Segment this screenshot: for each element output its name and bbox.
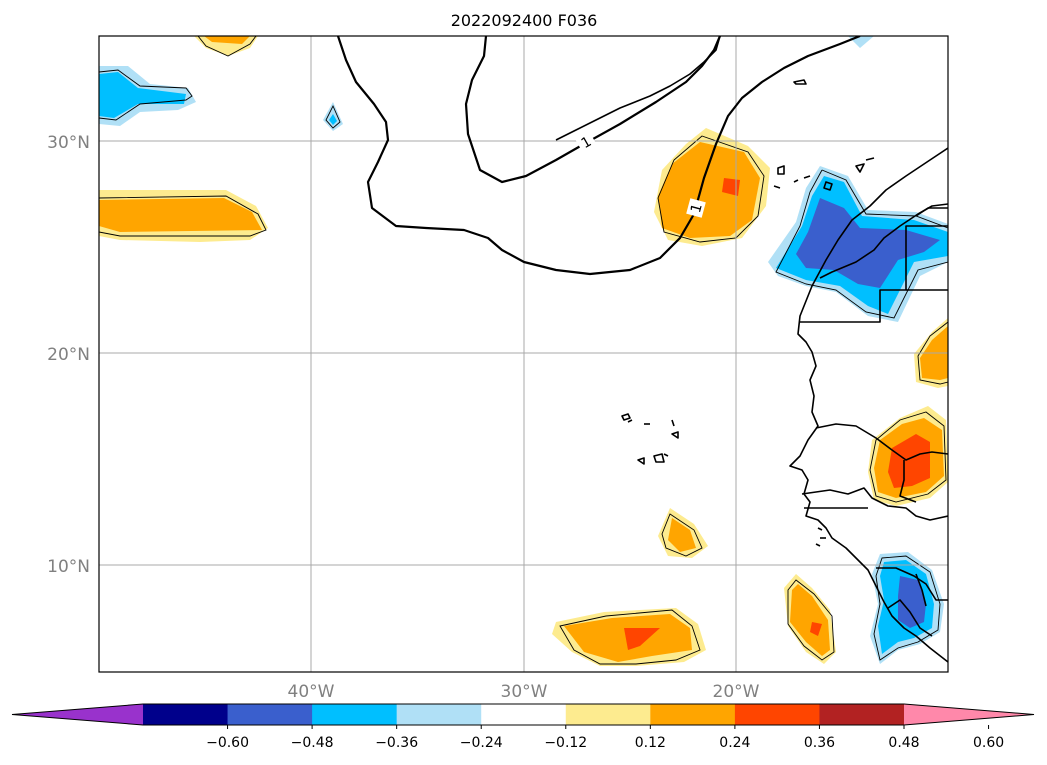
cape-verde-island (637, 457, 645, 465)
isoline-labels: 1 1 (575, 131, 706, 218)
positive-anomaly-region (810, 622, 822, 636)
negative-anomaly-region (329, 114, 337, 125)
longitude-label: 20°W (713, 682, 760, 702)
colorbar-segment (565, 704, 651, 725)
latitude-label: 30°N (47, 133, 90, 153)
latitude-labels: 30°N 20°N 10°N (47, 133, 90, 577)
isoline-label: 1 (688, 202, 706, 215)
isoline (464, 36, 722, 184)
colorbar-tick-label: −0.60 (206, 735, 249, 751)
longitude-label: 40°W (288, 682, 335, 702)
country-border (899, 460, 917, 503)
africa-coastline (789, 147, 948, 663)
negative-anomaly-region (99, 72, 186, 118)
country-border (800, 225, 948, 323)
canary-island (855, 163, 865, 173)
country-border (887, 599, 933, 637)
cape-verde-island (671, 419, 675, 427)
canary-island (777, 165, 785, 175)
colorbar-segment (481, 704, 567, 725)
cape-verde-island (627, 419, 633, 423)
canary-island (803, 175, 811, 179)
longitude-labels: 40°W 30°W 20°W (288, 682, 760, 702)
colorbar-segment (396, 704, 482, 725)
colorbar-segment (227, 704, 313, 725)
coastlines (555, 36, 948, 663)
cape-verde-island (663, 453, 669, 457)
map-frame (98, 35, 949, 673)
colorbar-segment (312, 704, 398, 725)
map-title: 2022092400 F036 (451, 11, 598, 30)
positive-anomaly-region (99, 198, 262, 232)
positive-anomaly-region (204, 36, 250, 44)
canary-island (793, 179, 799, 183)
positive-anomaly-region (668, 518, 696, 552)
colorbar-extend-low (12, 704, 143, 725)
negative-anomaly-region (898, 576, 926, 628)
colorbar-segment (650, 704, 736, 725)
positive-anomaly-region (790, 584, 830, 656)
colorbar-tick-label: −0.36 (375, 735, 418, 751)
cape-verde-island (671, 431, 679, 439)
coastal-island (817, 527, 823, 531)
colorbar-tick-label: −0.48 (291, 735, 334, 751)
colorbar-ticks: −0.60 −0.48 −0.36 −0.24 −0.12 0.12 0.24 0.36 0.4… (206, 725, 1004, 751)
canary-island (823, 181, 833, 191)
colorbar-extend-high (904, 704, 1034, 725)
coastal-island (815, 543, 821, 547)
colorbar-tick-label: 0.12 (635, 735, 666, 751)
longitude-label: 30°W (501, 682, 548, 702)
country-border (876, 567, 948, 601)
latitude-label: 20°N (47, 345, 90, 365)
country-border (801, 487, 948, 521)
isoline (336, 36, 861, 276)
colorbar-tick-label: 0.48 (888, 735, 919, 751)
negative-anomaly-region (796, 198, 940, 288)
canary-island (865, 157, 875, 161)
colorbar-outline (11, 703, 1035, 726)
cape-verde-island (621, 413, 631, 421)
colorbar-segment (143, 704, 229, 725)
gridlines (99, 36, 948, 672)
colorbar (11, 703, 1035, 726)
positive-anomaly-region (624, 628, 660, 650)
colorbar-segment (734, 704, 820, 725)
colorbar-segment (819, 704, 905, 725)
map-plot-area: 1 1 (98, 35, 949, 673)
positive-anomaly-region (658, 142, 760, 238)
contour-outlines (99, 36, 948, 665)
colorbar-tick-label: 0.36 (804, 735, 835, 751)
colorbar-tick-label: −0.12 (544, 735, 587, 751)
canary-island (773, 185, 781, 189)
madeira-island (793, 79, 807, 85)
colorbar-tick-label: 0.24 (719, 735, 750, 751)
country-border (819, 203, 948, 279)
isolines (336, 36, 861, 276)
positive-anomaly-region (888, 434, 930, 488)
latitude-label: 10°N (47, 557, 90, 577)
colorbar-tick-label: 0.60 (973, 735, 1004, 751)
country-border (915, 573, 927, 607)
country-border (815, 423, 948, 461)
colorbar-tick-label: −0.24 (460, 735, 503, 751)
cape-verde-island (653, 453, 665, 463)
